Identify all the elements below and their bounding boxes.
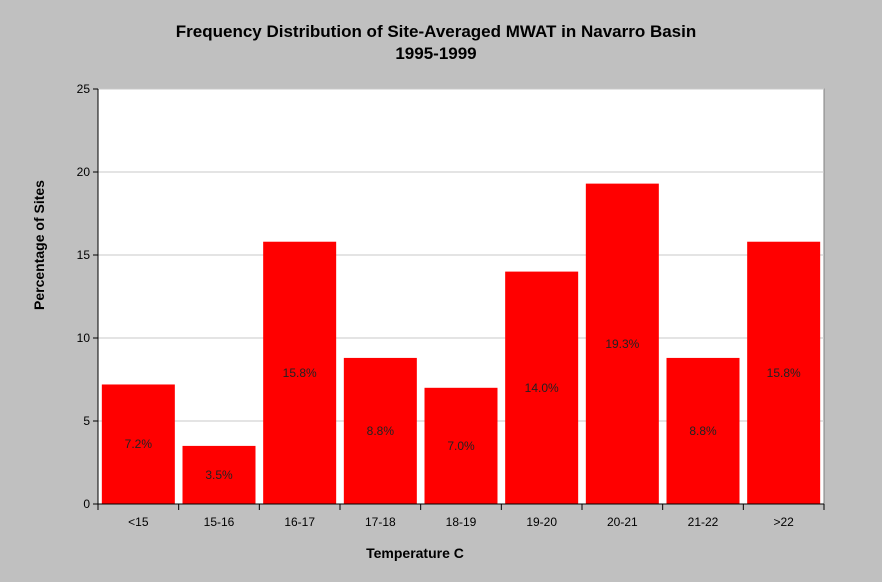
- chart-title: Frequency Distribution of Site-Averaged …: [176, 22, 696, 41]
- x-tick-label: 17-18: [365, 515, 396, 529]
- bar: [263, 241, 337, 504]
- data-label: 14.0%: [525, 381, 559, 395]
- bar: [505, 271, 579, 504]
- x-tick-label: 20-21: [607, 515, 638, 529]
- y-tick-label: 15: [77, 248, 91, 262]
- axes: 0 5 10 15 20 25 <15 15-16 16-17 17-18 18-19 19-20 20…: [77, 82, 825, 529]
- bars: 7.2% 3.5% 15.8% 8.8% 7.0% 14.0% 19.3% 8.8% 15.8%: [101, 183, 821, 504]
- x-tick-label: 16-17: [284, 515, 315, 529]
- data-label: 15.8%: [283, 366, 317, 380]
- x-tick-label: 18-19: [446, 515, 477, 529]
- data-label: 19.3%: [605, 337, 639, 351]
- bar: [666, 357, 740, 504]
- bar: [343, 357, 417, 504]
- x-axis-label: Temperature C: [366, 545, 464, 561]
- bar: [424, 387, 498, 504]
- y-tick-label: 0: [83, 497, 90, 511]
- bar: [585, 183, 659, 504]
- x-tick-label: <15: [128, 515, 149, 529]
- x-tick-label: >22: [773, 515, 794, 529]
- data-label: 8.8%: [367, 424, 395, 438]
- x-tick-label: 19-20: [526, 515, 557, 529]
- data-label: 8.8%: [689, 424, 717, 438]
- y-axis-label: Percentage of Sites: [31, 180, 47, 310]
- x-tick-label: 21-22: [688, 515, 719, 529]
- chart-subtitle: 1995-1999: [395, 44, 476, 63]
- data-label: 3.5%: [205, 468, 233, 482]
- y-tick-label: 10: [77, 331, 91, 345]
- bar: [101, 384, 175, 504]
- y-tick-label: 20: [77, 165, 91, 179]
- y-tick-label: 25: [77, 82, 91, 96]
- x-tick-label: 15-16: [204, 515, 235, 529]
- data-label: 7.0%: [447, 439, 475, 453]
- data-label: 15.8%: [767, 366, 801, 380]
- bar: [182, 445, 256, 504]
- data-label: 7.2%: [125, 437, 153, 451]
- y-tick-label: 5: [83, 414, 90, 428]
- bar: [747, 241, 821, 504]
